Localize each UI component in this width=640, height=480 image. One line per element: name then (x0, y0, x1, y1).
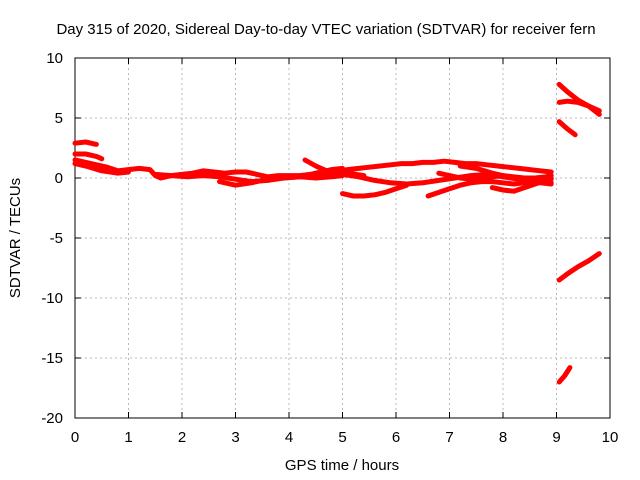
series-line-17 (556, 251, 602, 283)
series-line-9 (340, 182, 410, 199)
x-tick-label: 10 (602, 429, 619, 446)
x-tick-label: 4 (285, 429, 293, 446)
y-tick-label: -10 (41, 290, 63, 307)
chart-title: Day 315 of 2020, Sidereal Day-to-day VTE… (56, 21, 595, 38)
series-line-2 (72, 151, 105, 162)
series-line-7 (302, 157, 554, 175)
axis-ticks: 0 1 2 3 4 5 6 7 8 9 10 10 5 0 -5 -10 -15 -20 (41, 50, 618, 446)
y-tick-label: -15 (41, 350, 63, 367)
series-line-15 (556, 98, 602, 114)
series-line-18 (556, 365, 573, 385)
x-axis-label: GPS time / hours (285, 457, 399, 474)
x-tick-label: 5 (338, 429, 346, 446)
x-tick-label: 2 (178, 429, 186, 446)
y-tick-label: -5 (50, 230, 63, 247)
x-tick-label: 1 (124, 429, 132, 446)
series-line-16 (556, 119, 578, 138)
y-tick-label: 5 (55, 110, 63, 127)
x-tick-label: 8 (499, 429, 507, 446)
grid (75, 58, 610, 418)
x-tick-label: 3 (231, 429, 239, 446)
series-group (72, 81, 602, 385)
x-tick-label: 0 (71, 429, 79, 446)
series-line-1 (72, 139, 99, 147)
y-axis-label: SDTVAR / TECUs (7, 178, 24, 298)
series-line-13 (489, 175, 554, 194)
x-tick-label: 7 (445, 429, 453, 446)
x-tick-label: 9 (552, 429, 560, 446)
y-tick-label: 10 (46, 50, 63, 67)
x-tick-label: 6 (392, 429, 400, 446)
series-line-4 (72, 161, 131, 176)
y-tick-label: -20 (41, 410, 63, 427)
y-tick-label: 0 (55, 170, 63, 187)
